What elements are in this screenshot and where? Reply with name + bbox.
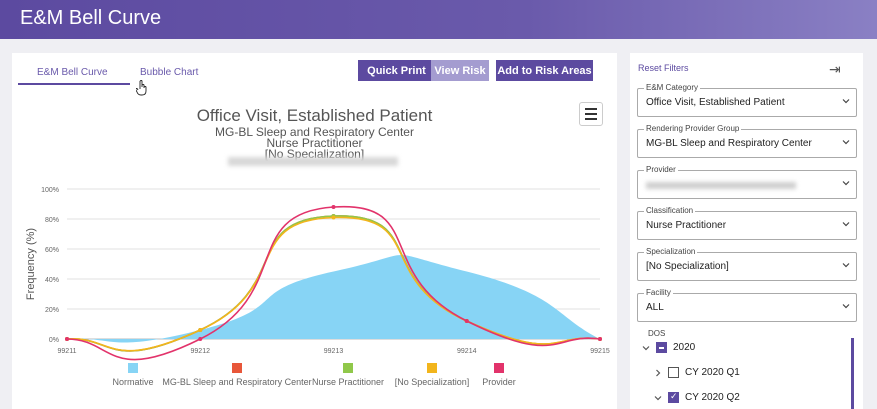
chevron-down-icon [842,263,850,268]
y-tick-label: 40% [45,277,59,284]
data-point-provider [198,337,203,341]
legend-specialization[interactable]: [No Specialization] [392,363,472,387]
x-tick-label: 99212 [191,348,211,355]
active-tab-indicator [18,83,130,85]
chevron-down-icon[interactable] [642,344,650,352]
specialization-select[interactable]: Specialization [No Specialization] [637,247,857,281]
reset-filters-link[interactable]: Reset Filters [638,63,689,73]
data-point-no-specialization [198,328,203,332]
filter-panel: Reset Filters ⇥ E&M Category Office Visi… [630,53,863,409]
tree-node-cy-2020-q2[interactable]: CY 2020 Q2 [654,391,740,403]
chart-menu-icon[interactable] [579,102,603,126]
tree-node-2020[interactable]: 2020 [642,342,695,353]
data-point-provider [331,205,336,209]
legend-classification[interactable]: Nurse Practitioner [308,363,388,387]
y-tick-label: 100% [41,187,59,194]
y-axis-label: Frequency (%) [25,228,37,300]
x-tick-label: 99214 [457,348,477,355]
collapse-panel-icon[interactable]: ⇥ [829,61,841,77]
data-point-provider [464,319,469,323]
chevron-down-icon [842,222,850,227]
y-tick-label: 0% [49,337,59,344]
y-tick-label: 60% [45,247,59,254]
redacted-provider-value [646,182,796,189]
chart-subtitle-group: MG-BL Sleep and Respiratory Center [215,125,414,139]
quick-print-button[interactable]: Quick Print [358,60,435,81]
series-area-normative [67,254,600,343]
tab-em-bell-curve[interactable]: E&M Bell Curve [37,67,108,78]
redacted-provider-name [228,157,398,166]
scrollbar-thumb[interactable] [851,338,854,409]
bell-curve-chart: 0% 20% 40% 60% 80% 100% 99211 99212 99213 99214 99… [25,187,610,361]
checkbox-cy-2020-q2[interactable] [668,391,679,403]
em-category-select[interactable]: E&M Category Office Visit, Established P… [637,83,857,117]
top-bar: E&M Bell Curve [0,0,877,39]
x-tick-label: 99211 [58,348,77,355]
tree-node-cy-2020-q1[interactable]: CY 2020 Q1 [654,367,740,378]
chevron-right-icon[interactable] [654,369,662,377]
tab-bubble-chart[interactable]: Bubble Chart [140,67,199,78]
page-title: E&M Bell Curve [20,7,162,29]
data-point-no-specialization [331,215,336,220]
chevron-down-icon [842,304,850,309]
legend-group[interactable]: MG-BL Sleep and Respiratory Center [162,363,312,387]
chevron-down-icon [842,181,850,186]
checkbox-2020[interactable] [656,342,667,353]
facility-select[interactable]: Facility ALL [637,288,857,322]
view-risk-button[interactable]: View Risk [431,60,489,81]
rendering-provider-group-select[interactable]: Rendering Provider Group MG-BL Sleep and… [637,124,857,158]
add-to-risk-areas-button[interactable]: Add to Risk Areas [496,60,593,81]
chart-panel: E&M Bell Curve Bubble Chart Quick Print … [12,53,617,409]
chart-title: Office Visit, Established Patient [196,106,433,125]
chevron-down-icon [842,140,850,145]
checkbox-cy-2020-q1[interactable] [668,367,679,378]
x-tick-label: 99215 [590,348,610,355]
legend-provider[interactable]: Provider [475,363,523,387]
data-point-provider [65,337,69,341]
chevron-down-icon [842,99,850,104]
dos-label: DOS [648,329,666,338]
data-point-provider [598,337,602,341]
y-tick-label: 80% [45,217,59,224]
legend-normative[interactable]: Normative [100,363,166,387]
chart-subtitle-classification: Nurse Practitioner [266,136,363,150]
hand-cursor-icon [136,80,147,96]
classification-select[interactable]: Classification Nurse Practitioner [637,206,857,240]
chevron-down-icon[interactable] [654,394,662,402]
provider-select[interactable]: Provider [637,165,857,199]
y-tick-label: 20% [45,307,59,314]
x-tick-label: 99213 [324,348,344,355]
